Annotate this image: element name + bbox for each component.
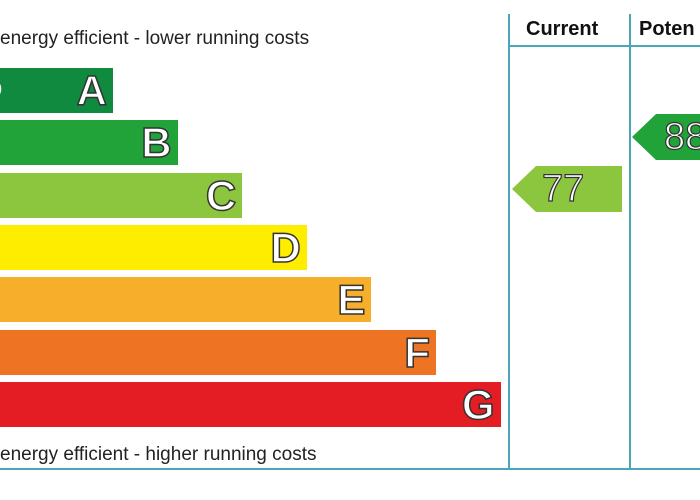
band-letter: A xyxy=(76,67,108,114)
band-c: )C xyxy=(0,171,243,219)
band-a: us) A xyxy=(0,67,113,114)
bottom-caption: energy efficient - higher running costs xyxy=(0,444,317,465)
grid-line-header xyxy=(508,45,700,47)
band-range-label: us) xyxy=(0,80,2,98)
current-rating-arrow: 77 xyxy=(512,166,622,212)
band-letter: C xyxy=(205,171,237,219)
potential-rating-value: 88 xyxy=(663,115,700,158)
top-caption: energy efficient - lower running costs xyxy=(0,28,310,49)
band-letter: E xyxy=(337,276,367,324)
band-f: )F xyxy=(0,328,436,376)
band-e: E xyxy=(0,276,372,324)
band-g: G xyxy=(0,380,501,428)
band-letter: B xyxy=(140,119,172,167)
band-letter: G xyxy=(461,380,495,428)
potential-column-header: Poten xyxy=(639,18,695,40)
grid-line-left xyxy=(508,14,510,470)
grid-line-bottom xyxy=(0,468,700,470)
band-d: D xyxy=(0,223,307,271)
band-b: )B xyxy=(0,119,178,167)
band-letter: F xyxy=(404,328,431,376)
current-column-header: Current xyxy=(526,18,599,40)
potential-rating-arrow: 88 xyxy=(632,114,700,160)
current-rating-value: 77 xyxy=(541,167,585,210)
band-letter: D xyxy=(270,223,302,271)
grid-line-middle xyxy=(629,14,631,470)
